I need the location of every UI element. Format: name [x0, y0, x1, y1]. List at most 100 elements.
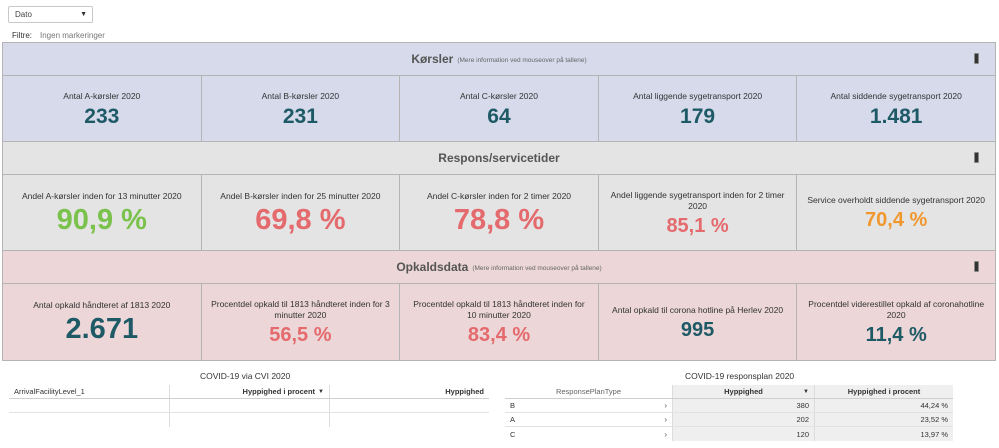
table-row[interactable]: B › 380 44,24 %	[505, 399, 953, 413]
date-dropdown[interactable]: Dato ▼	[8, 6, 93, 23]
table-responsplan: ResponsePlanType Hyppighed ▼ Hyppighed i…	[505, 385, 953, 441]
table-cell	[330, 413, 489, 427]
kpi-tile-a-korsler[interactable]: Antal A-kørsler 2020 233	[3, 76, 202, 141]
column-header-label: ResponsePlanType	[555, 387, 622, 396]
scrollbar-handle[interactable]	[974, 53, 979, 64]
section-subtitle: (Mere information ved mouseover på talle…	[457, 56, 587, 64]
table-cell-count: 202	[673, 413, 815, 426]
row-label: C	[510, 429, 516, 439]
kpi-label: Antal B-kørsler 2020	[261, 90, 340, 101]
kpi-label: Procentdel opkald til 1813 håndteret ind…	[413, 299, 585, 320]
sort-desc-icon: ▼	[803, 388, 809, 395]
table-cell-type[interactable]: C ›	[505, 427, 673, 441]
column-header[interactable]: ArrivalFacilityLevel_1	[9, 385, 170, 398]
column-header[interactable]: ResponsePlanType	[505, 385, 673, 398]
kpi-tile-andel-a[interactable]: Andel A-kørsler inden for 13 minutter 20…	[3, 175, 202, 250]
kpi-row-respons: Andel A-kørsler inden for 13 minutter 20…	[3, 175, 995, 251]
kpi-value: 2.671	[65, 313, 139, 345]
table-cell-percent: 13,97 %	[815, 427, 953, 441]
kpi-tile-c-korsler[interactable]: Antal C-kørsler 2020 64	[400, 76, 599, 141]
kpi-value: 85,1 %	[666, 214, 729, 237]
kpi-label: Procentdel opkald til 1813 håndteret ind…	[211, 299, 390, 320]
kpi-value: 11,4 %	[865, 324, 927, 346]
filter-value: Ingen markeringer	[40, 31, 105, 40]
kpi-label: Service overholdt siddende sygetransport…	[807, 195, 985, 205]
kpi-value: 233	[84, 104, 120, 128]
kpi-tile-opkald-10min[interactable]: Procentdel opkald til 1813 håndteret ind…	[400, 284, 599, 360]
table-title-cvi: COVID-19 via CVI 2020	[200, 371, 291, 381]
section-title: Opkaldsdata	[396, 260, 469, 274]
table-cell-count: 380	[673, 399, 815, 412]
kpi-value: 69,8 %	[255, 203, 346, 236]
chevron-down-icon: ▼	[80, 11, 87, 18]
table-cell	[170, 413, 330, 427]
table-row	[9, 399, 489, 413]
row-label: B	[510, 401, 516, 410]
kpi-tile-andel-b[interactable]: Andel B-kørsler inden for 25 minutter 20…	[202, 175, 401, 250]
column-header[interactable]: Hyppighed	[445, 387, 484, 396]
table-title-responsplan: COVID-19 responsplan 2020	[685, 371, 795, 381]
kpi-label: Antal A-kørsler 2020	[63, 90, 141, 101]
kpi-label: Andel A-kørsler inden for 13 minutter 20…	[21, 190, 182, 201]
kpi-label: Antal opkald til corona hotline på Herle…	[612, 304, 784, 315]
row-label: A	[510, 415, 516, 424]
kpi-tile-opkald-3min[interactable]: Procentdel opkald til 1813 håndteret ind…	[202, 284, 401, 360]
kpi-label: Antal opkald håndteret af 1813 2020	[33, 300, 171, 310]
kpi-tile-opkald-1813[interactable]: Antal opkald håndteret af 1813 2020 2.67…	[3, 284, 202, 360]
kpi-value: 179	[680, 104, 716, 128]
section-subtitle: (Mere information ved mouseover på talle…	[472, 264, 602, 272]
kpi-tile-siddende[interactable]: Antal siddende sygetransport 2020 1.481	[797, 76, 995, 141]
table-header: ResponsePlanType Hyppighed ▼ Hyppighed i…	[505, 385, 953, 399]
section-header-korsler: Kørsler (Mere information ved mouseover …	[3, 43, 995, 76]
table-cell-count: 120	[673, 427, 815, 441]
kpi-label: Andel liggende sygetransport inden for 2…	[610, 189, 785, 211]
kpi-tile-b-korsler[interactable]: Antal B-kørsler 2020 231	[202, 76, 401, 141]
filter-label: Filtre:	[12, 31, 32, 40]
section-title: Kørsler	[411, 52, 454, 66]
kpi-value: 90,9 %	[56, 203, 147, 236]
kpi-value: 995	[680, 318, 715, 341]
table-header: ArrivalFacilityLevel_1 Hyppighed i proce…	[9, 385, 489, 399]
table-cell-percent: 23,52 %	[815, 413, 953, 426]
section-title: Respons/servicetider	[438, 151, 560, 165]
chevron-right-icon: ›	[664, 401, 667, 410]
kpi-value: 56,5 %	[269, 324, 332, 346]
kpi-tile-viderestillet[interactable]: Procentdel viderestillet opkald af coron…	[797, 284, 995, 360]
dashboard: Kørsler (Mere information ved mouseover …	[2, 42, 996, 361]
table-cell-type[interactable]: A ›	[505, 413, 673, 426]
kpi-value: 70,4 %	[865, 209, 928, 231]
kpi-value: 64	[487, 104, 511, 128]
kpi-tile-andel-c[interactable]: Andel C-kørsler inden for 2 timer 2020 7…	[400, 175, 599, 250]
kpi-tile-andel-liggende[interactable]: Andel liggende sygetransport inden for 2…	[599, 175, 798, 250]
table-cell-type[interactable]: B ›	[505, 399, 673, 412]
kpi-label: Andel B-kørsler inden for 25 minutter 20…	[220, 190, 381, 201]
kpi-label: Antal C-kørsler 2020	[460, 90, 538, 101]
table-cell	[9, 413, 170, 427]
table-cvi: ArrivalFacilityLevel_1 Hyppighed i proce…	[9, 385, 489, 427]
table-row[interactable]: A › 202 23,52 %	[505, 413, 953, 427]
kpi-tile-corona-hotline[interactable]: Antal opkald til corona hotline på Herle…	[599, 284, 798, 360]
kpi-value: 83,4 %	[467, 324, 531, 346]
column-header-sorted[interactable]: Hyppighed ▼	[673, 385, 815, 398]
kpi-value: 1.481	[869, 104, 923, 128]
column-header-label: Hyppighed	[724, 387, 763, 396]
table-cell	[330, 399, 489, 412]
kpi-tile-service-siddende[interactable]: Service overholdt siddende sygetransport…	[797, 175, 995, 250]
sort-desc-icon: ▼	[318, 388, 324, 395]
scrollbar-handle[interactable]	[974, 152, 979, 163]
column-header[interactable]: Hyppighed i procent	[815, 385, 953, 398]
date-dropdown-value: Dato	[15, 10, 32, 19]
table-row[interactable]: C › 120 13,97 %	[505, 427, 953, 441]
kpi-value: 231	[282, 104, 318, 128]
table-cell-percent: 44,24 %	[815, 399, 953, 412]
kpi-tile-liggende[interactable]: Antal liggende sygetransport 2020 179	[599, 76, 798, 141]
column-header-label: Hyppighed i procent	[242, 387, 316, 396]
column-header-sorted[interactable]: Hyppighed i procent ▼	[170, 385, 330, 398]
chevron-right-icon: ›	[664, 415, 667, 424]
kpi-label: Antal siddende sygetransport 2020	[830, 90, 962, 101]
kpi-row-korsler: Antal A-kørsler 2020 233 Antal B-kørsler…	[3, 76, 995, 142]
section-header-respons: Respons/servicetider	[3, 142, 995, 175]
kpi-label: Andel C-kørsler inden for 2 timer 2020	[426, 190, 572, 201]
scrollbar-handle[interactable]	[974, 261, 979, 272]
kpi-value: 78,8 %	[453, 203, 545, 236]
